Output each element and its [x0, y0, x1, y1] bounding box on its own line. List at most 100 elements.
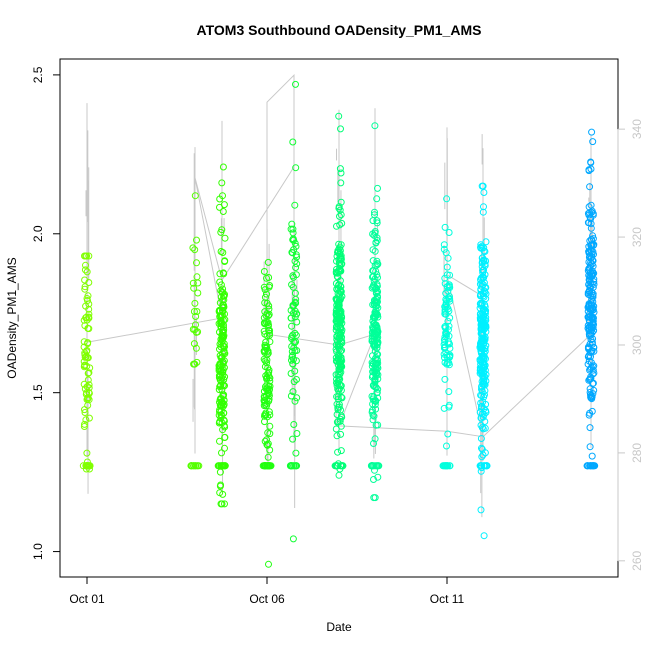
data-point: [371, 208, 378, 216]
data-point: [80, 423, 88, 430]
data-point: [190, 308, 198, 315]
data-point: [293, 310, 301, 318]
data-point: [369, 273, 377, 281]
data-point: [478, 462, 486, 470]
data-point: [263, 395, 271, 403]
plot-area: [79, 73, 599, 568]
data-point: [190, 462, 198, 470]
data-point: [218, 288, 226, 296]
data-point: [590, 280, 598, 288]
data-point: [586, 443, 594, 451]
data-point: [289, 535, 297, 543]
data-point: [441, 310, 449, 318]
data-point: [585, 353, 593, 361]
data-point: [336, 415, 344, 423]
data-point: [292, 164, 300, 172]
data-point: [336, 221, 344, 229]
data-point: [441, 359, 449, 366]
data-point: [287, 370, 295, 377]
data-point: [219, 249, 227, 256]
data-point: [291, 462, 299, 470]
data-point: [82, 352, 90, 360]
data-point: [220, 462, 228, 470]
data-point: [81, 362, 88, 370]
data-point: [291, 347, 299, 354]
data-point: [221, 316, 229, 324]
data-point: [337, 430, 345, 438]
data-point: [260, 355, 268, 363]
data-point: [440, 344, 448, 352]
data-point: [585, 167, 593, 175]
point-cluster: [187, 192, 203, 470]
data-point: [481, 347, 489, 355]
data-point: [80, 343, 88, 351]
data-point: [219, 285, 227, 293]
data-point: [369, 352, 376, 360]
data-point: [216, 278, 224, 286]
data-point: [443, 359, 451, 367]
data-point: [265, 408, 273, 416]
data-point: [587, 462, 594, 470]
data-point: [265, 395, 273, 403]
data-point: [337, 356, 345, 364]
data-point: [337, 198, 345, 206]
data-point: [217, 323, 225, 331]
data-point: [476, 316, 484, 324]
data-point: [480, 532, 488, 540]
data-point: [373, 344, 381, 352]
data-point: [372, 239, 380, 247]
data-point: [192, 462, 200, 470]
data-point: [587, 224, 595, 232]
data-point: [292, 357, 300, 365]
data-point: [216, 363, 224, 371]
data-point: [481, 424, 489, 432]
data-point: [260, 268, 268, 275]
data-point: [482, 284, 490, 291]
data-point: [585, 248, 593, 256]
data-point: [481, 418, 489, 425]
data-point: [588, 267, 596, 275]
data-point: [336, 212, 343, 220]
data-point: [372, 312, 379, 320]
data-point: [81, 285, 89, 293]
data-point: [83, 268, 91, 276]
data-point: [260, 319, 268, 327]
data-point: [588, 452, 596, 460]
data-point: [477, 506, 485, 514]
data-point: [337, 315, 345, 323]
data-point: [217, 287, 225, 295]
data-point: [265, 560, 272, 568]
y-tick-label: 1.0: [31, 543, 45, 560]
data-point: [586, 237, 594, 245]
data-point: [442, 289, 450, 297]
data-point: [373, 219, 381, 227]
data-point: [589, 306, 597, 313]
data-point: [482, 377, 490, 385]
data-point: [337, 447, 345, 455]
data-point: [333, 432, 341, 440]
data-point: [370, 320, 378, 328]
data-point: [369, 395, 377, 403]
data-point: [220, 342, 228, 350]
data-point: [588, 208, 596, 216]
data-point: [189, 244, 197, 252]
data-point: [191, 246, 199, 254]
data-point: [216, 352, 224, 360]
data-point: [219, 392, 227, 400]
data-point: [587, 215, 595, 223]
data-point: [337, 241, 345, 249]
data-point: [217, 395, 225, 402]
data-point: [477, 317, 485, 325]
data-point: [335, 305, 343, 313]
data-point: [478, 242, 486, 250]
data-point: [478, 258, 486, 266]
data-point: [288, 335, 296, 343]
data-point: [288, 281, 296, 289]
data-point: [333, 222, 340, 230]
data-point: [219, 289, 227, 297]
data-point: [440, 241, 448, 249]
data-point: [482, 257, 490, 265]
data-point: [369, 368, 377, 376]
data-point: [372, 421, 380, 429]
data-point: [219, 192, 226, 200]
